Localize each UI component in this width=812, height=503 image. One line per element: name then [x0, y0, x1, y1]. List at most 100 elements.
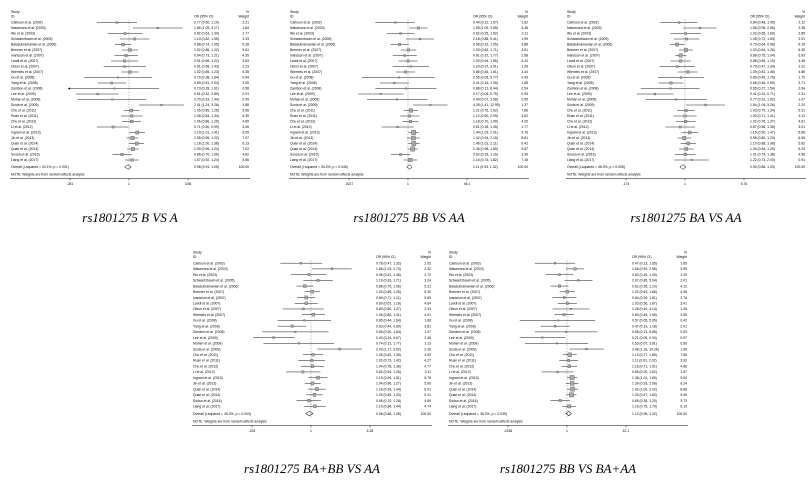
study-id: Mohan et al. (2009) [193, 342, 222, 346]
weight-value: 3.36 [521, 153, 528, 157]
column-header-percent: % [246, 10, 249, 14]
study-id: Ivansson et al. (2007) [290, 54, 323, 58]
effect-box [563, 296, 566, 299]
x-axis-tick-label: 1 [407, 182, 409, 186]
or-ci-value: 0.95 (0.61, 1.46) [376, 273, 401, 277]
column-header-id: ID [449, 255, 453, 259]
or-ci-value: 1.06 (0.80, 1.41) [376, 313, 401, 317]
study-id: Ivansson et al. (2007) [11, 54, 44, 58]
study-id: Olson et al. (2007) [11, 65, 39, 69]
weight-value: 5.30 [424, 290, 431, 294]
overall-weight-value: 100.00 [795, 165, 805, 169]
effect-box [303, 284, 307, 288]
study-id: Chu et al. (2011) [193, 353, 218, 357]
study-id: Wiemels et al. (2007) [193, 313, 225, 317]
weight-value: 7.45 [521, 158, 528, 162]
effect-box [330, 267, 334, 271]
or-ci-value: 0.85 (0.45, 1.61) [473, 70, 498, 74]
or-ci-value: 0.62 (0.33, 1.16) [473, 153, 498, 157]
effect-box [553, 325, 557, 328]
study-id: Balasubramanian et al. (2006) [567, 43, 612, 47]
overall-label: Overall (I-squared = 36.2%, p = 0.035) [449, 412, 507, 416]
effect-box [585, 348, 588, 351]
or-ci-value: 0.84 (0.39, 1.81) [632, 296, 657, 300]
or-ci-value: 0.57 (0.05, 5.95) [632, 319, 657, 323]
weight-value: 7.86 [521, 109, 528, 113]
column-header-or: OR (95% CI) [750, 15, 769, 19]
weight-value: 7.07 [242, 136, 249, 140]
weight-value: 4.11 [799, 114, 805, 118]
or-ci-value: 0.89 (0.67, 1.18) [376, 301, 401, 305]
or-ci-value: 1.02 (0.76, 1.37) [750, 120, 775, 124]
effect-box [678, 53, 683, 58]
effect-box [567, 352, 572, 357]
weight-value: 6.93 [798, 54, 805, 58]
overall-diamond [406, 164, 413, 170]
or-ci-value: 0.83 (0.45, 1.55) [632, 313, 657, 317]
weight-value: 6.19 [680, 404, 687, 408]
weight-value: 4.74 [424, 404, 431, 408]
study-id: Nakamura et al. (2003) [567, 26, 602, 30]
weight-value: 1.70 [798, 76, 805, 80]
effect-box [272, 336, 275, 339]
study-id: Jin et al. (2013) [193, 382, 216, 386]
study-id: Wu et al. (2003) [290, 32, 314, 36]
weight-value: 2.45 [424, 336, 431, 340]
effect-box [410, 146, 416, 152]
study-id: Liang et al. (2017) [290, 158, 317, 162]
effect-box [129, 108, 133, 113]
weight-value: 5.41 [424, 393, 431, 397]
overall-or-ci-value: 1.11 (0.93, 1.32) [473, 165, 498, 169]
or-ci-value: 1.19 (1.01, 1.41) [194, 131, 219, 135]
column-header-percent: % [525, 10, 528, 14]
or-ci-value: 0.94 (0.73, 1.21) [194, 54, 219, 58]
weight-value: 1.07 [424, 330, 431, 334]
or-ci-value: 1.44 (1.03, 2.01) [473, 131, 498, 135]
effect-box [123, 65, 126, 68]
study-id: Scola et al. (2009) [290, 103, 318, 107]
weight-value: 3.11 [425, 370, 431, 374]
or-ci-value: 1.56 (0.95, 2.56) [750, 26, 775, 30]
or-ci-value: 1.03 (0.79, 1.34) [750, 109, 775, 113]
effect-box [683, 114, 687, 118]
study-id: Ivansson et al. (2007) [567, 54, 600, 58]
or-ci-value: 1.00 (0.71, 1.41) [750, 114, 775, 118]
study-id: Gu et al. (2008) [290, 76, 314, 80]
study-id: Balasubramanian et al. (2006) [11, 43, 56, 47]
effect-box [669, 81, 673, 85]
study-id: Gu et al. (2008) [449, 319, 473, 323]
study-id: Yang et al. (2008) [11, 81, 38, 85]
effect-box [133, 37, 136, 41]
weight-value: 2.85 [798, 32, 805, 36]
weight-value: 0.94 [242, 76, 249, 80]
weight-value: 5.78 [424, 376, 431, 380]
study-id: Schwartzbaum et al. (2005) [11, 37, 52, 41]
or-ci-value: 0.51 (0.32, 0.80) [194, 92, 219, 96]
or-ci-value: 0.79 (0.64, 0.98) [750, 43, 775, 47]
study-id: Balasubramanian et al. (2006) [290, 43, 335, 47]
weight-value: 1.26 [680, 307, 687, 311]
weight-value: 2.11 [522, 32, 528, 36]
or-ci-value: 0.91 (0.68, 1.22) [194, 59, 219, 63]
or-ci-value: 0.40 (0.24, 0.67) [376, 336, 401, 340]
plot-caption-bb-vs-aa: rs1801275 BB VS AA [353, 210, 465, 225]
or-ci-value: 0.21 (0.05, 0.90) [632, 336, 657, 340]
study-id: Yang et al. (2008) [193, 324, 220, 328]
weight-value: 3.92 [680, 359, 687, 363]
column-header-percent: % [428, 250, 431, 254]
or-ci-value: 0.86 (0.70, 1.06) [194, 153, 219, 157]
weight-value: 8.24 [680, 382, 687, 386]
study-id: Ivansson et al. (2007) [193, 296, 226, 300]
weight-value: 0.91 [798, 158, 805, 162]
study-id: Quan et al. (2014) [567, 142, 594, 146]
or-ci-value: 1.33 (0.97, 1.82) [632, 393, 657, 397]
column-header-weight: Weight [676, 255, 687, 259]
effect-box [96, 92, 99, 96]
weight-value: 9.54 [680, 376, 687, 380]
study-id: Li et al. (2012) [567, 125, 589, 129]
or-ci-value: 1.03 (0.62, 1.71) [473, 48, 498, 52]
effect-box [690, 159, 693, 161]
or-ci-value: 0.66 (0.46, 0.95) [750, 81, 775, 85]
weight-value: 0.42 [680, 319, 687, 323]
weight-value: 4.39 [242, 114, 249, 118]
